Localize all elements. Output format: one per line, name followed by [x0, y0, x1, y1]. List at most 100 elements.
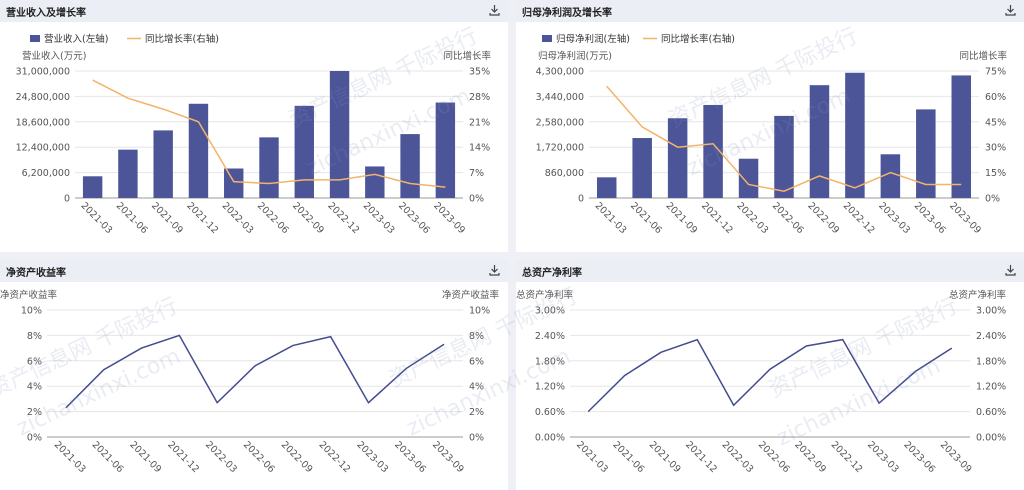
- panel-header: 净资产收益率: [0, 260, 508, 282]
- y-tick-right: 30%: [985, 143, 1006, 154]
- roe-chart: 净资产收益率 净资产收益率 0% 0% 2% 2% 4% 4% 6% 6% 8% 8% 10% 10% 20…: [0, 289, 499, 475]
- x-tick-label: 2022-03: [720, 439, 756, 475]
- x-tick-label: 2021-03: [593, 200, 629, 236]
- x-tick-label: 2022-03: [734, 200, 770, 236]
- bar: [224, 168, 244, 198]
- x-tick-label: 2021-09: [647, 439, 683, 475]
- y-tick-right: 0%: [469, 194, 484, 205]
- x-tick-label: 2023-09: [947, 200, 983, 236]
- net-profit-panel: 归母净利润及增长率 归母净利润(左轴) 同比增长率(右轴) 归母净利润(万元) 同比增…: [516, 0, 1024, 252]
- bar: [259, 137, 279, 198]
- x-tick-label: 2021-06: [90, 439, 126, 475]
- x-tick-label: 2023-03: [876, 200, 912, 236]
- x-tick-label: 2023-03: [361, 200, 397, 236]
- y-tick-right: 2.40%: [976, 331, 1006, 342]
- x-tick-label: 2021-03: [574, 439, 610, 475]
- x-tick-label: 2022-09: [805, 200, 841, 236]
- y-axis-title-right: 总资产净利率: [949, 289, 1007, 301]
- x-tick-label: 2021-06: [628, 200, 664, 236]
- panel-header: 营业收入及增长率: [0, 0, 508, 22]
- y-tick-right: 10%: [469, 306, 490, 317]
- bar: [916, 109, 936, 198]
- ratio-line: [587, 338, 953, 413]
- bar: [435, 102, 456, 198]
- x-tick-label: 2023-06: [901, 439, 937, 475]
- y-tick-left: 2%: [27, 407, 42, 418]
- download-icon[interactable]: [489, 264, 500, 276]
- y-tick-right: 60%: [985, 92, 1006, 103]
- y-tick-right: 4%: [469, 382, 484, 393]
- download-icon[interactable]: [1005, 264, 1016, 276]
- x-tick-label: 2022-06: [241, 439, 277, 475]
- x-tick-label: 2023-06: [392, 439, 428, 475]
- y-tick-right: 1.20%: [976, 382, 1006, 393]
- x-tick-label: 2022-03: [203, 439, 239, 475]
- bar: [667, 118, 688, 198]
- x-tick-label: 2022-09: [279, 439, 315, 475]
- panel-title: 归母净利润及增长率: [522, 8, 612, 19]
- x-tick-label: 2021-12: [184, 200, 220, 236]
- x-tick-label: 2021-12: [165, 439, 201, 475]
- y-tick-left: 24,800,000: [16, 92, 70, 103]
- x-tick-label: 2023-09: [430, 439, 466, 475]
- y-tick-right: 75%: [985, 67, 1006, 78]
- x-tick-label: 2023-09: [431, 200, 467, 236]
- x-tick-label: 2021-06: [610, 439, 646, 475]
- ratio-line: [65, 334, 445, 409]
- x-tick-label: 2021-09: [664, 200, 700, 236]
- y-axis-title-left: 总资产净利率: [516, 289, 574, 301]
- x-tick-label: 2021-12: [683, 439, 719, 475]
- download-icon[interactable]: [489, 4, 500, 16]
- growth-line: [92, 79, 446, 188]
- legend-label: 同比增长率(右轴): [661, 33, 735, 45]
- y-tick-left: 4,300,000: [536, 67, 584, 78]
- bar: [596, 177, 617, 198]
- growth-line: [606, 85, 962, 193]
- legend-label: 归母净利润(左轴): [556, 33, 630, 45]
- x-tick-label: 2022-06: [770, 200, 806, 236]
- bar: [118, 149, 138, 198]
- y-tick-left: 3,440,000: [536, 92, 584, 103]
- y-tick-right: 6%: [469, 356, 484, 367]
- y-tick-left: 18,600,000: [16, 117, 70, 128]
- bar: [880, 154, 901, 198]
- bar: [294, 105, 314, 198]
- y-tick-left: 1.20%: [535, 382, 565, 393]
- bar: [365, 166, 385, 198]
- legend-swatch-bar: [30, 35, 40, 42]
- x-tick-label: 2021-06: [114, 200, 150, 236]
- y-tick-left: 0.00%: [535, 433, 565, 444]
- roa-panel: 总资产净利率 总资产净利率 总资产净利率 0.00% 0.00% 0.60% 0.60% 1…: [516, 260, 1024, 490]
- panel-header: 总资产净利率: [516, 260, 1024, 282]
- y-axis-title-right: 同比增长率: [959, 50, 1007, 62]
- y-tick-left: 10%: [21, 306, 42, 317]
- bar: [188, 103, 209, 198]
- y-tick-left: 2.40%: [535, 331, 565, 342]
- y-axis-title-left: 归母净利润(万元): [538, 50, 612, 62]
- bar: [329, 71, 350, 198]
- roe-panel: 净资产收益率 净资产收益率 净资产收益率 0% 0% 2% 2% 4% 4% 6% 6% 8% 8% 1…: [0, 260, 508, 490]
- y-tick-right: 0%: [985, 194, 1000, 205]
- y-tick-left: 1.80%: [535, 356, 565, 367]
- y-axis-title-left: 营业收入(万元): [22, 50, 86, 62]
- x-tick-label: 2022-12: [841, 200, 877, 236]
- x-tick-label: 2021-03: [52, 439, 88, 475]
- x-tick-label: 2021-12: [699, 200, 735, 236]
- panel-header: 归母净利润及增长率: [516, 0, 1024, 22]
- y-tick-right: 8%: [469, 331, 484, 342]
- download-icon[interactable]: [1005, 4, 1016, 16]
- x-tick-label: 2021-09: [149, 200, 185, 236]
- y-tick-right: 21%: [469, 117, 490, 128]
- y-tick-left: 0%: [27, 433, 42, 444]
- y-tick-right: 1.80%: [976, 356, 1006, 367]
- x-tick-label: 2021-03: [79, 200, 115, 236]
- y-tick-left: 0.60%: [535, 407, 565, 418]
- bar: [951, 75, 972, 198]
- y-tick-right: 45%: [985, 117, 1006, 128]
- x-tick-label: 2022-06: [756, 439, 792, 475]
- y-tick-right: 0%: [469, 433, 484, 444]
- x-tick-label: 2022-06: [255, 200, 291, 236]
- y-axis-title-right: 同比增长率: [443, 50, 491, 62]
- y-tick-right: 14%: [469, 143, 490, 154]
- x-tick-label: 2023-03: [354, 439, 390, 475]
